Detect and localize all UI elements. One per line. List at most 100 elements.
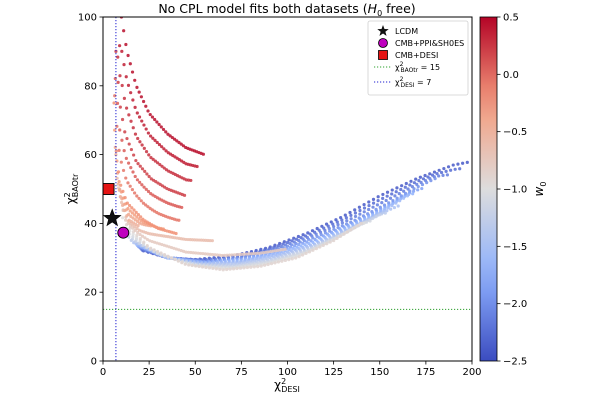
scatter-point-865 [183, 262, 187, 266]
scatter-point-929 [145, 237, 149, 242]
scatter-point-44 [348, 210, 352, 215]
scatter-point-320 [288, 245, 293, 249]
x-tick-label-175: 175 [416, 367, 435, 378]
scatter-point-123 [381, 196, 385, 200]
scatter-point-1088 [125, 201, 129, 205]
scatter-point-1209 [127, 113, 131, 117]
scatter-point-903 [314, 247, 319, 251]
marker-lcdm-star-icon [102, 208, 122, 227]
scatter-point-321 [292, 244, 297, 248]
scatter-point-422 [411, 192, 415, 196]
scatter-point-855 [149, 246, 153, 250]
scatter-point-854 [145, 243, 149, 248]
scatter-point-1294 [164, 130, 168, 134]
scatter-point-954 [206, 252, 210, 256]
scatter-point-705 [378, 213, 382, 217]
scatter-point-1173 [116, 80, 120, 84]
scatter-point-973 [252, 252, 256, 256]
scatter-point-102 [285, 240, 290, 245]
reference-lines [103, 17, 472, 361]
scatter-point-1120 [133, 191, 137, 195]
scatter-point-1084 [116, 170, 121, 174]
scatter-point-135 [435, 172, 439, 176]
scatter-point-906 [325, 242, 329, 246]
scatter-point-867 [190, 263, 194, 268]
scatter-point-60 [423, 173, 427, 178]
scatter-point-1033 [118, 194, 122, 199]
scatter-point-874 [214, 267, 218, 271]
scatter-point-974 [254, 251, 258, 256]
scatter-point-1293 [161, 127, 166, 132]
scatter-point-925 [136, 230, 140, 235]
scatter-point-34 [301, 233, 305, 237]
legend-label-baotr-threshold: χ2 BAOtr = 15 [395, 61, 440, 74]
scatter-point-941 [174, 247, 178, 251]
scatter-point-1256 [157, 142, 162, 147]
scatter-point-1087 [123, 196, 127, 200]
scatter-point-860 [166, 254, 170, 258]
x-tick-label-150: 150 [370, 367, 389, 378]
scatter-point-1251 [146, 131, 150, 135]
scatter-point-47 [362, 203, 366, 207]
colorbar: 0.5 0.0 −0.5 −1.0 −1.5 −2.0 −2.5 w0 [479, 13, 548, 368]
scatter-point-193 [367, 207, 371, 212]
scatter-point-1091 [132, 208, 136, 212]
scatter-point-281 [429, 179, 433, 183]
scatter-point-1300 [177, 140, 181, 145]
scatter-point-1117 [126, 181, 130, 185]
scatter-point-1279 [130, 70, 135, 74]
x-tick-label-100: 100 [278, 367, 297, 378]
scatter-point-49 [371, 197, 376, 201]
scatter-point-118 [358, 208, 362, 213]
scatter-point-1061 [117, 179, 121, 184]
scatter-point-1224 [160, 164, 164, 168]
scatter-point-1154 [142, 185, 146, 189]
scatter-point-934 [157, 242, 162, 246]
scatter-point-886 [256, 265, 260, 269]
scatter-point-1291 [157, 122, 161, 127]
scatter-point-1208 [125, 106, 129, 110]
scatter-point-124 [385, 194, 389, 198]
scatter-point-940 [172, 246, 176, 250]
scatter-point-1178 [127, 142, 131, 146]
scatter-point-910 [338, 234, 343, 238]
scatter-point-896 [290, 257, 294, 261]
scatter-point-898 [297, 255, 301, 259]
scatter-point-1121 [135, 194, 139, 198]
colorbar-tick-label-6: −2.5 [503, 357, 527, 368]
scatter-point-914 [352, 226, 356, 230]
scatter-point-977 [261, 251, 265, 255]
colorbar-tick-label-0: 0.5 [503, 13, 519, 24]
scatter-point-899 [301, 253, 305, 257]
scatter-point-1050 [131, 216, 135, 220]
scatter-point-137 [444, 169, 448, 173]
scatter-point-128 [403, 185, 407, 189]
scatter-point-947 [189, 250, 193, 255]
scatter-point-210 [441, 173, 445, 177]
scatter-point-1151 [135, 178, 140, 182]
scatter-point-1254 [153, 138, 157, 142]
colorbar-label: w0 [532, 182, 548, 197]
scatter-point-1125 [144, 203, 148, 207]
scatter-point-139 [453, 167, 457, 171]
scatter-point-636 [130, 237, 135, 241]
scatter-point-1146 [124, 156, 128, 160]
scatter-point-122 [376, 199, 380, 203]
scatter-point-1211 [131, 126, 135, 130]
scatter-point-936 [162, 243, 166, 247]
scatter-point-943 [179, 248, 183, 253]
scatter-point-191 [358, 212, 362, 216]
scatter-point-957 [213, 253, 217, 257]
scatter-point-1083 [114, 149, 118, 153]
scatter-point-1122 [137, 196, 141, 201]
legend: LCDM CMB+PPI&SH0ES CMB+DESI χ2 BAOtr = 15… [367, 20, 469, 96]
legend-square-icon [378, 50, 388, 60]
scatter-point-198 [388, 196, 393, 200]
scatter-point-140 [458, 167, 462, 171]
scatter-point-202 [406, 187, 410, 191]
legend-circle-icon [378, 38, 388, 48]
scatter-point-1278 [128, 62, 132, 66]
legend-label-cmb-desi: CMB+DESI [395, 51, 438, 60]
scatter-point-1085 [119, 183, 123, 187]
scatter-point-1049 [129, 214, 133, 218]
